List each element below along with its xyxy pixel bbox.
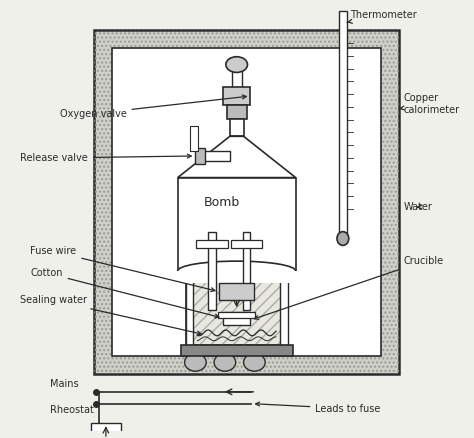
- Bar: [339, 11, 347, 237]
- Bar: [181, 345, 293, 357]
- Text: Cotton: Cotton: [30, 268, 219, 318]
- Text: Fuse wire: Fuse wire: [30, 246, 215, 292]
- Bar: [178, 177, 296, 271]
- Ellipse shape: [244, 353, 265, 371]
- Bar: [185, 276, 288, 345]
- Bar: [185, 276, 193, 345]
- Text: Copper
calorimeter: Copper calorimeter: [400, 93, 460, 115]
- Bar: [230, 119, 244, 136]
- Bar: [231, 240, 262, 248]
- Text: Rheostat: Rheostat: [50, 405, 94, 415]
- Bar: [227, 105, 246, 119]
- Text: Thermometer: Thermometer: [347, 11, 417, 23]
- Text: Water: Water: [404, 202, 433, 212]
- Text: Leads to fuse: Leads to fuse: [255, 402, 381, 413]
- Bar: [94, 30, 399, 374]
- Ellipse shape: [214, 353, 236, 371]
- Ellipse shape: [337, 232, 349, 245]
- Bar: [223, 312, 250, 325]
- Bar: [94, 30, 399, 374]
- Bar: [218, 312, 255, 318]
- Bar: [280, 276, 288, 345]
- Bar: [219, 283, 255, 300]
- Ellipse shape: [184, 353, 206, 371]
- Ellipse shape: [226, 57, 247, 72]
- Bar: [185, 276, 288, 345]
- Text: Bomb: Bomb: [204, 196, 240, 208]
- Text: Mains: Mains: [50, 379, 79, 389]
- Polygon shape: [178, 136, 296, 177]
- Bar: [243, 232, 250, 310]
- Bar: [195, 148, 205, 164]
- Bar: [202, 151, 230, 161]
- Bar: [112, 48, 381, 357]
- Bar: [191, 127, 198, 151]
- Ellipse shape: [178, 261, 296, 281]
- Bar: [196, 240, 228, 248]
- Text: Release valve: Release valve: [20, 153, 191, 163]
- Text: Oxygen valve: Oxygen valve: [60, 95, 246, 119]
- Bar: [176, 271, 298, 283]
- Bar: [223, 87, 250, 105]
- Bar: [232, 64, 242, 89]
- Text: Crucible: Crucible: [255, 256, 444, 319]
- Bar: [208, 232, 216, 310]
- Bar: [91, 423, 121, 438]
- Text: Sealing water: Sealing water: [20, 296, 201, 335]
